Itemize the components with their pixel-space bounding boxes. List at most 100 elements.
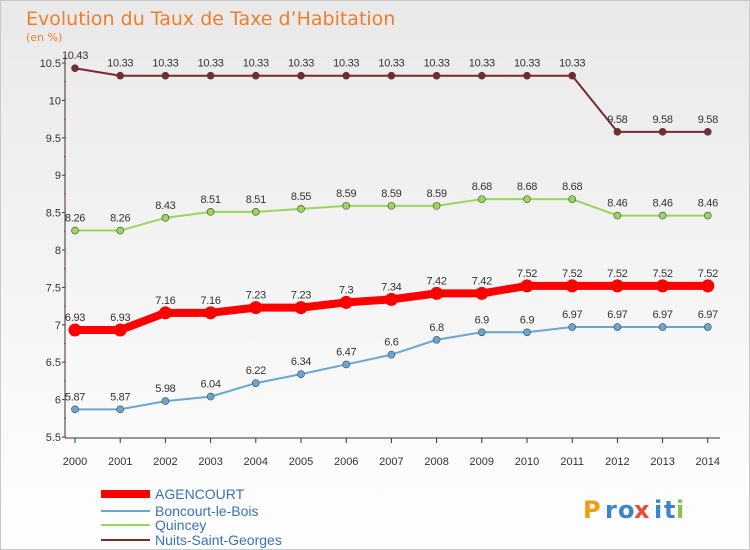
series-point-boncourt-le-bois: [703, 323, 712, 331]
series-point-nuits-saint-georges: [432, 71, 441, 80]
y-tick-label: 7.5: [46, 282, 61, 294]
data-label-boncourt-le-bois: 6.47: [336, 346, 356, 358]
data-label-quincey: 8.59: [426, 188, 446, 200]
data-label-quincey: 8.26: [110, 213, 130, 225]
data-label-quincey: 8.46: [607, 198, 627, 210]
series-point-boncourt-le-bois: [252, 379, 260, 387]
series-point-quincey: [116, 226, 124, 235]
data-label-quincey: 8.55: [291, 191, 311, 203]
series-point-nuits-saint-georges: [297, 71, 305, 80]
logo-letter: t: [664, 496, 675, 524]
y-tick-label: 7: [55, 320, 61, 332]
data-label-agencourt: 7.16: [200, 295, 220, 307]
logo-letter: x: [634, 496, 650, 524]
data-label-nuits-saint-georges: 10.33: [333, 58, 359, 70]
data-label-quincey: 8.68: [517, 181, 537, 193]
data-label-nuits-saint-georges: 10.33: [559, 58, 585, 70]
series-point-nuits-saint-georges: [568, 71, 577, 80]
series-point-agencourt: [384, 292, 398, 306]
series-point-agencourt: [68, 323, 82, 337]
data-label-quincey: 8.46: [698, 198, 718, 210]
data-label-agencourt: 7.23: [246, 290, 266, 302]
series-point-boncourt-le-bois: [658, 323, 667, 331]
data-label-boncourt-le-bois: 5.98: [155, 383, 175, 395]
y-tick-label: 6: [55, 395, 61, 407]
series-point-agencourt: [701, 279, 715, 293]
series-point-nuits-saint-georges: [71, 64, 79, 73]
series-point-quincey: [477, 195, 486, 203]
data-label-agencourt: 7.3: [339, 284, 354, 296]
x-tick-label: 2010: [515, 456, 539, 468]
data-label-boncourt-le-bois: 5.87: [65, 391, 85, 403]
series-point-agencourt: [520, 279, 534, 293]
data-label-boncourt-le-bois: 6.97: [607, 309, 627, 321]
x-tick-label: 2002: [153, 456, 177, 468]
series-point-agencourt: [475, 286, 489, 300]
y-tick-label: 5.5: [46, 432, 61, 444]
data-label-agencourt: 6.93: [110, 312, 130, 324]
series-point-quincey: [523, 195, 531, 203]
data-labels: 5.87 5.87 5.98 6.04 6.22 6.34 6.47 6.6 6.8 6.9 6.9…: [62, 50, 718, 403]
x-tick-label: 2008: [424, 456, 448, 468]
series-point-quincey: [703, 211, 712, 220]
series-point-nuits-saint-georges: [252, 71, 260, 80]
data-label-nuits-saint-georges: 10.33: [152, 58, 178, 70]
series-point-quincey: [432, 202, 441, 210]
series-point-boncourt-le-bois: [387, 350, 396, 359]
series-point-nuits-saint-georges: [613, 128, 622, 136]
series-point-agencourt: [113, 323, 127, 337]
data-label-nuits-saint-georges: 10.33: [424, 58, 450, 70]
data-label-quincey: 8.26: [65, 213, 85, 225]
y-tick-label: 9: [55, 170, 61, 182]
series-point-boncourt-le-bois: [161, 397, 170, 405]
data-label-quincey: 8.68: [562, 181, 582, 193]
series-point-boncourt-le-bois: [477, 328, 486, 337]
series-point-quincey: [342, 202, 351, 210]
series-point-quincey: [297, 205, 305, 213]
data-label-boncourt-le-bois: 6.97: [652, 309, 672, 321]
x-tick-label: 2007: [379, 456, 403, 468]
series-point-nuits-saint-georges: [161, 71, 170, 80]
series-point-nuits-saint-georges: [703, 128, 712, 136]
series-point-agencourt: [158, 306, 172, 320]
series-point-boncourt-le-bois: [206, 392, 215, 401]
series-point-quincey: [161, 214, 170, 222]
x-tick-label: 2009: [470, 456, 494, 468]
legend-label-agencourt: AGENCOURT: [155, 486, 245, 502]
series-point-boncourt-le-bois: [523, 328, 531, 337]
series-point-nuits-saint-georges: [116, 71, 124, 80]
data-label-nuits-saint-georges: 10.33: [243, 58, 269, 70]
data-label-nuits-saint-georges: 9.58: [607, 114, 627, 126]
data-label-boncourt-le-bois: 6.8: [429, 322, 444, 334]
x-tick-label: 2012: [605, 456, 629, 468]
data-label-boncourt-le-bois: 6.22: [246, 365, 266, 377]
data-label-nuits-saint-georges: 10.33: [514, 58, 540, 70]
data-label-agencourt: 7.52: [517, 268, 537, 280]
legend-label-quincey: Quincey: [155, 517, 206, 533]
series-point-quincey: [71, 226, 79, 235]
logo-letter: i: [654, 496, 662, 524]
series-group: [68, 64, 715, 414]
y-tick-label: 10: [49, 95, 61, 107]
data-label-nuits-saint-georges: 10.43: [62, 50, 88, 62]
y-tick-label: 9.5: [46, 133, 61, 145]
series-point-agencourt: [249, 301, 263, 315]
data-label-boncourt-le-bois: 6.04: [200, 379, 220, 391]
series-point-boncourt-le-bois: [71, 405, 79, 414]
data-label-agencourt: 7.23: [291, 290, 311, 302]
logo-letter: r: [605, 496, 617, 524]
data-label-nuits-saint-georges: 9.58: [698, 114, 718, 126]
data-label-boncourt-le-bois: 6.9: [520, 314, 535, 326]
series-point-quincey: [252, 208, 260, 216]
series-point-agencourt: [430, 286, 444, 300]
series-point-nuits-saint-georges: [342, 71, 351, 80]
y-tick-label: 8.5: [46, 208, 61, 220]
x-tick-label: 2006: [334, 456, 358, 468]
series-point-agencourt: [656, 279, 670, 293]
series-point-boncourt-le-bois: [568, 323, 577, 331]
data-label-nuits-saint-georges: 10.33: [198, 58, 224, 70]
data-label-agencourt: 7.52: [607, 268, 627, 280]
